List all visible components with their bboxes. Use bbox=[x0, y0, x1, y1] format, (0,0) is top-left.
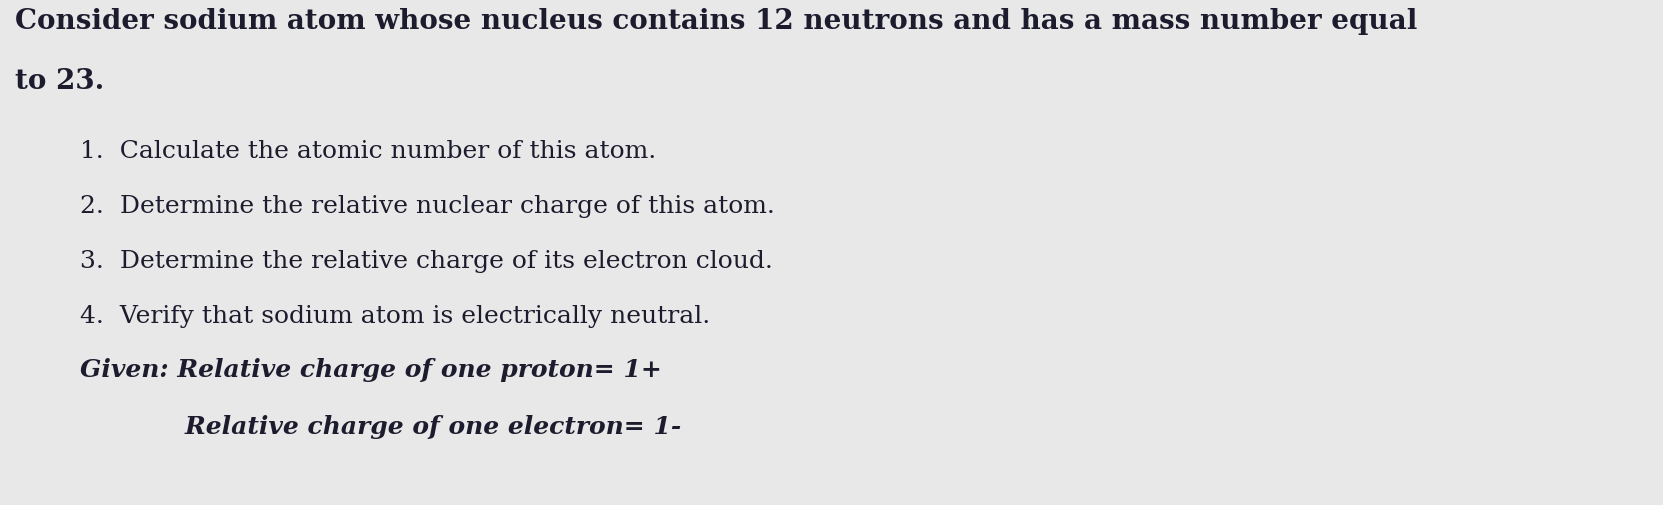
Text: Relative charge of one electron= 1-: Relative charge of one electron= 1- bbox=[80, 415, 682, 439]
Text: 2.  Determine the relative nuclear charge of this atom.: 2. Determine the relative nuclear charge… bbox=[80, 195, 775, 218]
Text: Given: Relative charge of one proton= 1+: Given: Relative charge of one proton= 1+ bbox=[80, 358, 662, 382]
Text: 1.  Calculate the atomic number of this atom.: 1. Calculate the atomic number of this a… bbox=[80, 140, 657, 163]
Text: 3.  Determine the relative charge of its electron cloud.: 3. Determine the relative charge of its … bbox=[80, 250, 773, 273]
Text: Consider sodium atom whose nucleus contains 12 neutrons and has a mass number eq: Consider sodium atom whose nucleus conta… bbox=[15, 8, 1417, 35]
Text: 4.  Verify that sodium atom is electrically neutral.: 4. Verify that sodium atom is electrical… bbox=[80, 305, 710, 328]
Text: to 23.: to 23. bbox=[15, 68, 105, 95]
